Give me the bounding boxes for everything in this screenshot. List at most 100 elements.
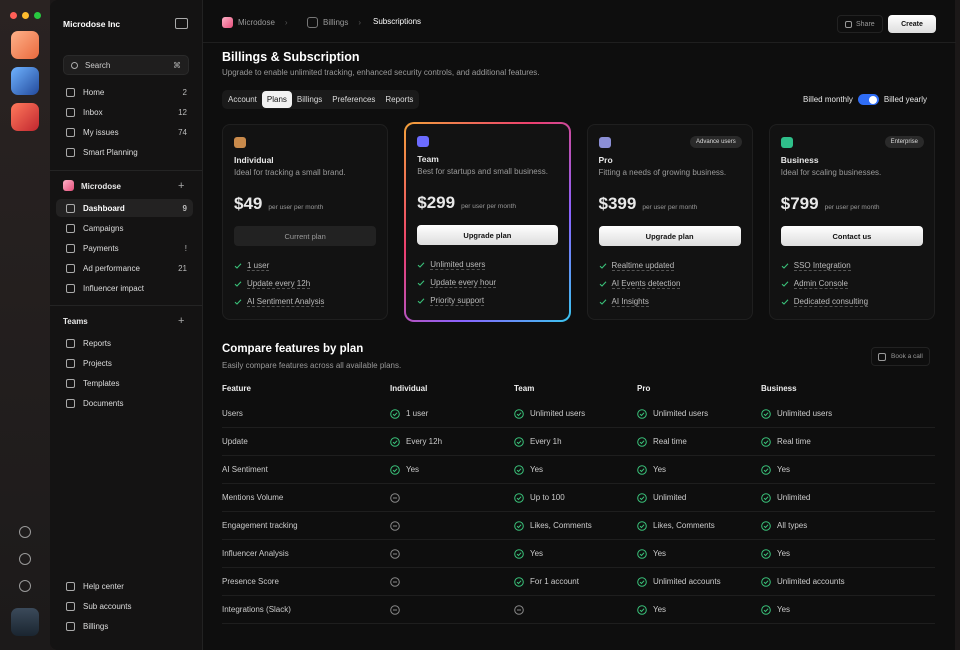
nav-item[interactable]: Campaigns xyxy=(56,219,193,237)
close-button[interactable] xyxy=(10,12,17,19)
create-button[interactable]: Create xyxy=(888,15,936,33)
compare-header: Feature Individual Team Pro Business xyxy=(222,378,935,398)
feature-name: Influencer Analysis xyxy=(222,540,390,568)
book-call-button[interactable]: Book a call xyxy=(871,347,930,366)
available-icon xyxy=(514,464,524,475)
app-icon[interactable] xyxy=(11,31,39,59)
toggle-knob xyxy=(869,95,878,104)
nav-item[interactable]: Smart Planning xyxy=(56,143,193,161)
nav-item[interactable]: Ad performance 21 xyxy=(56,259,193,277)
table-cell: Unlimited users xyxy=(514,400,637,428)
column-header: Pro xyxy=(637,383,651,393)
nav-item[interactable]: Reports xyxy=(56,334,193,352)
cell-text: Every 12h xyxy=(406,437,443,446)
tab[interactable]: Preferences xyxy=(332,95,376,104)
app-icon[interactable] xyxy=(11,103,39,131)
add-button[interactable]: + xyxy=(178,315,185,327)
main-panel: Microdose › Billings › Subscriptions Share Cre… xyxy=(202,0,956,650)
minimize-button[interactable] xyxy=(22,12,29,19)
nav-item[interactable]: Inbox 12 xyxy=(56,103,193,121)
nav-item[interactable]: Billings xyxy=(56,617,193,635)
compare-table: Users 1 user Unlimited users Unlimited user… xyxy=(222,400,935,624)
nav-item[interactable]: Templates xyxy=(56,374,193,392)
tab[interactable]: Billings xyxy=(296,95,323,104)
plan-button[interactable]: Contact us xyxy=(780,226,923,246)
table-cell: For 1 account xyxy=(514,568,637,596)
nav-item[interactable]: Home 2 xyxy=(56,83,193,101)
table-cell: Every 12h xyxy=(390,428,514,456)
feature-label: SSO Integration xyxy=(793,261,851,271)
cell-text: Yes xyxy=(530,549,544,558)
tab[interactable]: Reports xyxy=(385,95,414,104)
table-cell: Yes xyxy=(637,456,761,484)
table-cell: 1 user xyxy=(390,400,514,428)
check-icon xyxy=(234,280,242,288)
available-icon xyxy=(514,520,524,531)
nav-item[interactable]: Sub accounts xyxy=(56,597,193,615)
plan-button[interactable]: Upgrade plan xyxy=(417,225,558,245)
nav-icon xyxy=(66,398,75,408)
feature-name: Update xyxy=(222,428,390,456)
theme-icon[interactable] xyxy=(19,580,31,592)
table-cell xyxy=(514,596,637,624)
plan-feature: 1 user xyxy=(234,261,376,271)
tab[interactable]: Plans xyxy=(261,91,292,108)
plan-button[interactable]: Current plan xyxy=(234,226,377,246)
plan-feature: Dedicated consulting xyxy=(781,297,923,307)
cell-text: Unlimited users xyxy=(530,409,586,418)
avatar[interactable] xyxy=(11,608,39,636)
language-icon[interactable] xyxy=(19,526,31,538)
add-button[interactable]: + xyxy=(178,180,185,192)
billing-toggle: Billed monthly Billed yearly xyxy=(803,94,927,105)
toggle-label: Billed yearly xyxy=(883,95,927,104)
cell-text: For 1 account xyxy=(530,577,579,586)
cell-text: Real time xyxy=(777,437,811,446)
cell-text: Yes xyxy=(777,465,791,474)
cell-text: Integrations (Slack) xyxy=(222,605,291,614)
table-cell xyxy=(390,484,514,512)
feature-name: AI Sentiment xyxy=(222,456,390,484)
plan-price: $799 per user per month xyxy=(781,194,923,214)
toggle-switch[interactable] xyxy=(857,94,879,105)
nav-badge: 2 xyxy=(182,87,187,97)
nav-item[interactable]: Influencer impact xyxy=(56,279,193,297)
plan-price: $399 per user per month xyxy=(599,194,741,214)
nav-item[interactable]: Documents xyxy=(56,394,193,412)
app-icon[interactable] xyxy=(11,67,39,95)
nav-item[interactable]: Payments! xyxy=(56,239,193,257)
sidebar-toggle[interactable] xyxy=(175,18,188,29)
check-icon xyxy=(599,262,607,270)
plan-icon xyxy=(234,137,246,148)
nav-item[interactable]: Dashboard 9 xyxy=(56,199,193,217)
cell-text: Unlimited accounts xyxy=(653,577,721,586)
plan-feature: Update every hour xyxy=(417,278,557,288)
share-button[interactable]: Share xyxy=(837,15,883,33)
price-amount: $49 xyxy=(234,194,263,213)
plan-feature: Admin Console xyxy=(781,279,923,289)
plan-card: Enterprise Business Ideal for scaling busi… xyxy=(768,124,935,320)
breadcrumb-icon xyxy=(307,17,318,28)
zoom-button[interactable] xyxy=(34,12,41,19)
search-box[interactable]: Search ⌘ xyxy=(63,55,189,75)
idea-icon[interactable] xyxy=(19,553,31,565)
available-icon xyxy=(514,492,524,503)
breadcrumb-item[interactable]: Billings › xyxy=(307,17,361,28)
nav-item[interactable]: Projects xyxy=(56,354,193,372)
breadcrumb-item[interactable]: Microdose › xyxy=(222,17,288,28)
plan-button[interactable]: Upgrade plan xyxy=(598,226,741,246)
nav-label: Templates xyxy=(83,378,120,388)
nav-label: Home xyxy=(83,87,105,97)
check-icon xyxy=(234,262,242,270)
nav-item[interactable]: My issues 74 xyxy=(56,123,193,141)
nav-icon xyxy=(66,378,75,388)
feature-name: Engagement tracking xyxy=(222,512,390,540)
feature-label: Realtime updated xyxy=(611,261,675,271)
nav-item[interactable]: Help center xyxy=(56,577,193,595)
tab[interactable]: Account xyxy=(228,95,257,104)
table-cell: Unlimited accounts xyxy=(637,568,761,596)
available-icon xyxy=(761,548,771,559)
cell-text: Update xyxy=(222,437,248,446)
search-shortcut: ⌘ xyxy=(173,60,181,70)
